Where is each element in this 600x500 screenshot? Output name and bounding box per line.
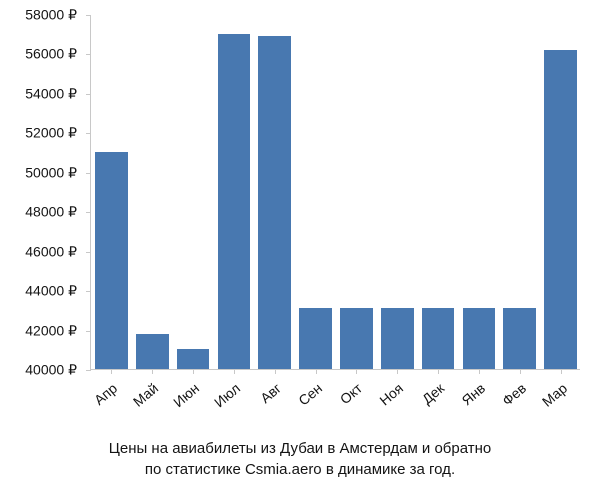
bar (299, 308, 332, 369)
y-tick (86, 212, 91, 213)
bar (258, 36, 291, 369)
caption-line-2: по статистике Csmia.aero в динамике за г… (145, 461, 455, 478)
x-tick (520, 369, 521, 374)
y-tick (86, 94, 91, 95)
bar (218, 34, 251, 369)
x-tick-label: Дек (410, 380, 447, 415)
bar (177, 349, 210, 369)
bar (422, 308, 455, 369)
x-tick (316, 369, 317, 374)
chart-caption: Цены на авиабилеты из Дубаи в Амстердам … (0, 438, 600, 480)
x-tick-label: Июн (165, 380, 202, 415)
bar (95, 152, 128, 369)
y-tick-label: 56000 ₽ (25, 46, 77, 63)
x-tick-label: Мар (533, 380, 570, 415)
y-axis-labels: 40000 ₽42000 ₽44000 ₽46000 ₽48000 ₽50000… (0, 15, 85, 370)
x-tick-label: Сен (288, 380, 325, 415)
y-tick-label: 42000 ₽ (25, 322, 77, 339)
x-tick-label: Май (124, 380, 161, 415)
y-tick-label: 48000 ₽ (25, 204, 77, 221)
y-tick-label: 46000 ₽ (25, 243, 77, 260)
y-tick (86, 133, 91, 134)
x-tick-label: Июл (206, 380, 243, 415)
y-tick (86, 54, 91, 55)
x-tick (152, 369, 153, 374)
x-tick (479, 369, 480, 374)
y-tick-label: 40000 ₽ (25, 362, 77, 379)
bar (381, 308, 414, 369)
x-tick-label: Янв (451, 380, 488, 415)
y-tick-label: 50000 ₽ (25, 164, 77, 181)
x-tick-label: Авг (247, 380, 284, 415)
bar (544, 50, 577, 370)
x-tick (438, 369, 439, 374)
x-tick (397, 369, 398, 374)
caption-line-1: Цены на авиабилеты из Дубаи в Амстердам … (109, 440, 492, 457)
x-tick (275, 369, 276, 374)
y-tick-label: 44000 ₽ (25, 283, 77, 300)
plot-area (90, 15, 580, 370)
y-tick (86, 173, 91, 174)
x-tick-label: Апр (83, 380, 120, 415)
bar (503, 308, 536, 369)
x-tick (234, 369, 235, 374)
x-axis-labels: АпрМайИюнИюлАвгСенОктНояДекЯнвФевМар (90, 378, 580, 438)
bar (136, 334, 169, 370)
bar (340, 308, 373, 369)
y-tick-label: 52000 ₽ (25, 125, 77, 142)
x-tick-label: Фев (492, 380, 529, 415)
x-tick-label: Окт (328, 380, 365, 415)
y-tick (86, 331, 91, 332)
chart-container: 40000 ₽ 42000 ₽ 44000 ₽ 46000 ₽ 48000 ₽ 50000… (0, 0, 600, 500)
x-tick (193, 369, 194, 374)
y-tick (86, 15, 91, 16)
bar (463, 308, 496, 369)
x-tick (356, 369, 357, 374)
y-tick (86, 252, 91, 253)
x-tick-label: Ноя (369, 380, 406, 415)
y-tick-label: 58000 ₽ (25, 7, 77, 24)
x-tick (111, 369, 112, 374)
bars-group (91, 15, 580, 369)
y-tick (86, 370, 91, 371)
x-tick (561, 369, 562, 374)
y-tick-label: 54000 ₽ (25, 85, 77, 102)
y-tick (86, 291, 91, 292)
